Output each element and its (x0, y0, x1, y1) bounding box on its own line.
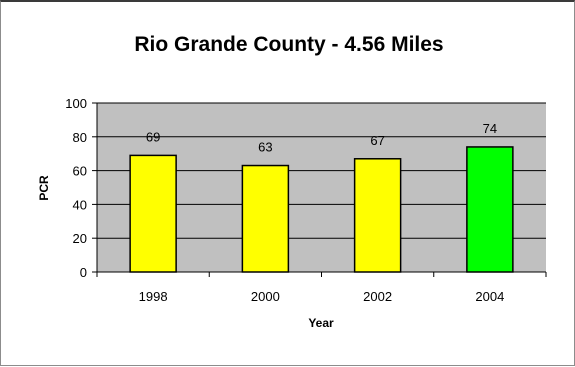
data-labels: 69 63 67 74 (146, 121, 497, 155)
bar-1998 (129, 154, 177, 273)
bar-2004 (466, 146, 514, 273)
bar-2002 (353, 158, 402, 273)
data-label-2004: 74 (483, 121, 497, 136)
x-tick-label-2000: 2000 (251, 289, 280, 304)
x-tick-label-2002: 2002 (363, 289, 392, 304)
y-tick-label: 40 (73, 197, 87, 212)
data-label-2002: 67 (370, 133, 384, 148)
x-axis-label: Year (308, 316, 334, 330)
y-tick-label: 0 (80, 265, 87, 280)
x-axis-ticks: 1998 2000 2002 2004 (96, 272, 547, 304)
y-tick-label: 80 (73, 130, 87, 145)
chart-title: Rio Grande County - 4.56 Miles (134, 33, 443, 56)
bars (129, 146, 514, 273)
bar-2000 (241, 164, 290, 273)
y-tick-label: 60 (73, 164, 87, 179)
y-axis-ticks: 0 20 40 60 80 100 (65, 96, 97, 280)
data-label-1998: 69 (146, 129, 160, 144)
x-tick-label-2004: 2004 (475, 289, 504, 304)
x-tick-label-1998: 1998 (139, 289, 168, 304)
data-label-2000: 63 (258, 140, 272, 155)
y-tick-label: 20 (73, 231, 87, 246)
y-axis-label: PCR (37, 175, 51, 201)
y-tick-label: 100 (65, 96, 87, 111)
